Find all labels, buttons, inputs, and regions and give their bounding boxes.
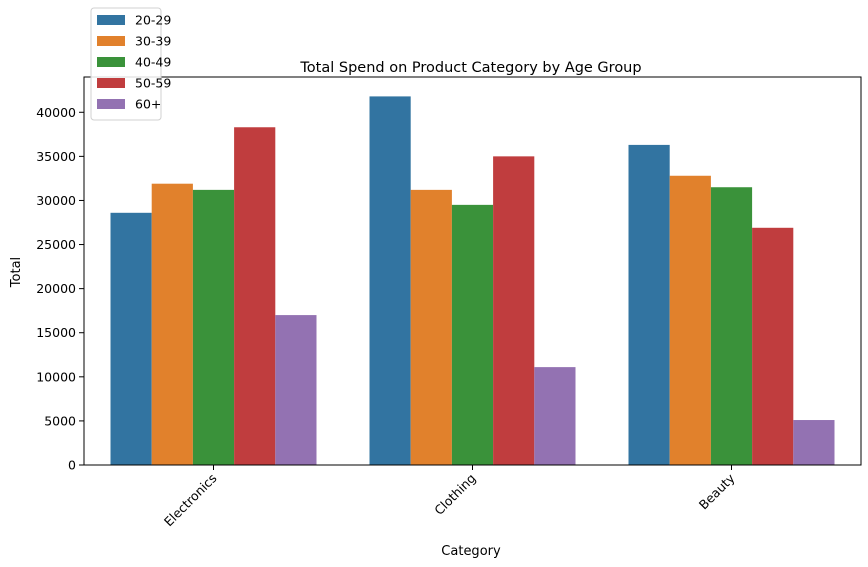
y-tick-label: 30000 — [36, 193, 76, 208]
legend-label: 40-49 — [135, 55, 171, 70]
bar-clothing-40-49 — [451, 204, 494, 466]
legend-label: 60+ — [135, 97, 161, 112]
legend-label: 30-39 — [135, 34, 171, 49]
x-tick-label-electronics: Electronics — [161, 471, 220, 530]
legend-swatch — [97, 78, 125, 88]
bar-electronics-50-59 — [234, 127, 276, 465]
x-axis-label: Category — [441, 544, 501, 559]
legend-label: 50-59 — [135, 76, 171, 91]
y-tick-label: 40000 — [36, 105, 76, 120]
bar-clothing-30-39 — [410, 189, 452, 465]
y-tick-label: 25000 — [36, 237, 76, 252]
y-axis-label: Total — [9, 257, 24, 288]
legend-swatch — [97, 99, 125, 109]
bar-clothing-50-59 — [493, 156, 535, 466]
bar-beauty-50-59 — [752, 227, 794, 465]
bar-beauty-30-39 — [669, 175, 711, 465]
bar-beauty-40-49 — [710, 187, 753, 466]
legend-swatch — [97, 15, 125, 25]
x-tick-label-clothing: Clothing — [431, 471, 478, 518]
y-tick-label: 20000 — [36, 281, 76, 296]
y-tick-label: 15000 — [36, 325, 76, 340]
bar-clothing-20-29 — [369, 96, 411, 466]
x-axis: Electronics Clothing Beauty — [161, 465, 738, 529]
x-tick-label-beauty: Beauty — [696, 470, 738, 512]
bar-electronics-30-39 — [151, 183, 193, 465]
y-tick-label: 35000 — [36, 149, 76, 164]
y-tick-label: 10000 — [36, 369, 76, 384]
bar-clothing-60plus — [534, 367, 576, 465]
legend-swatch — [97, 57, 125, 67]
bar-electronics-60plus — [275, 315, 317, 465]
legend-label: 20-29 — [135, 13, 171, 28]
bar-beauty-60plus — [793, 420, 835, 465]
y-axis: 0 5000 10000 15000 20000 25000 30000 35000 40000 — [36, 105, 84, 473]
chart-title: Total Spend on Product Category by Age G… — [299, 60, 641, 76]
bar-beauty-20-29 — [628, 144, 670, 465]
legend-swatch — [97, 36, 125, 46]
legend: 20-29 30-39 40-49 50-59 60+ — [90, 7, 171, 121]
y-tick-label: 0 — [68, 458, 76, 473]
bar-electronics-20-29 — [110, 212, 152, 465]
y-tick-label: 5000 — [44, 413, 76, 428]
bar-electronics-40-49 — [192, 189, 235, 465]
bars-group — [110, 96, 835, 466]
